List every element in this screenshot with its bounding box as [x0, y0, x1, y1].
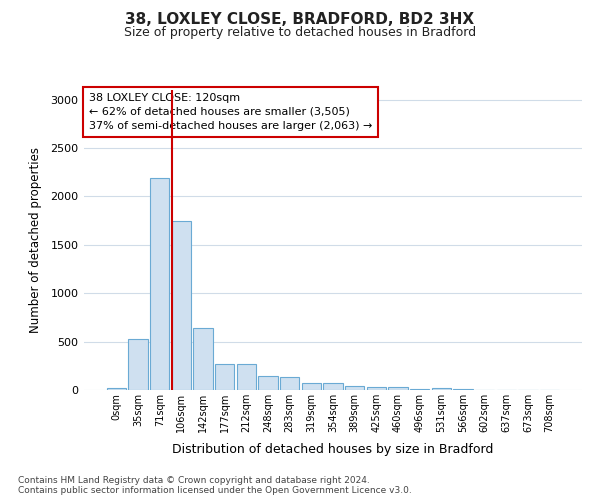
- Bar: [323, 383, 343, 390]
- Text: 38 LOXLEY CLOSE: 120sqm
← 62% of detached houses are smaller (3,505)
37% of semi: 38 LOXLEY CLOSE: 120sqm ← 62% of detache…: [89, 93, 373, 131]
- Bar: [410, 389, 430, 390]
- Bar: [107, 388, 126, 390]
- Bar: [258, 376, 278, 390]
- Bar: [150, 178, 169, 390]
- Bar: [431, 388, 451, 390]
- Bar: [453, 389, 473, 390]
- Text: 38, LOXLEY CLOSE, BRADFORD, BD2 3HX: 38, LOXLEY CLOSE, BRADFORD, BD2 3HX: [125, 12, 475, 28]
- Bar: [345, 386, 364, 390]
- Bar: [302, 382, 321, 390]
- Bar: [236, 364, 256, 390]
- Bar: [367, 386, 386, 390]
- X-axis label: Distribution of detached houses by size in Bradford: Distribution of detached houses by size …: [172, 444, 494, 456]
- Bar: [215, 364, 235, 390]
- Bar: [280, 377, 299, 390]
- Text: Contains HM Land Registry data © Crown copyright and database right 2024.
Contai: Contains HM Land Registry data © Crown c…: [18, 476, 412, 495]
- Bar: [172, 220, 191, 390]
- Bar: [388, 387, 408, 390]
- Bar: [128, 338, 148, 390]
- Bar: [193, 328, 213, 390]
- Text: Size of property relative to detached houses in Bradford: Size of property relative to detached ho…: [124, 26, 476, 39]
- Y-axis label: Number of detached properties: Number of detached properties: [29, 147, 42, 333]
